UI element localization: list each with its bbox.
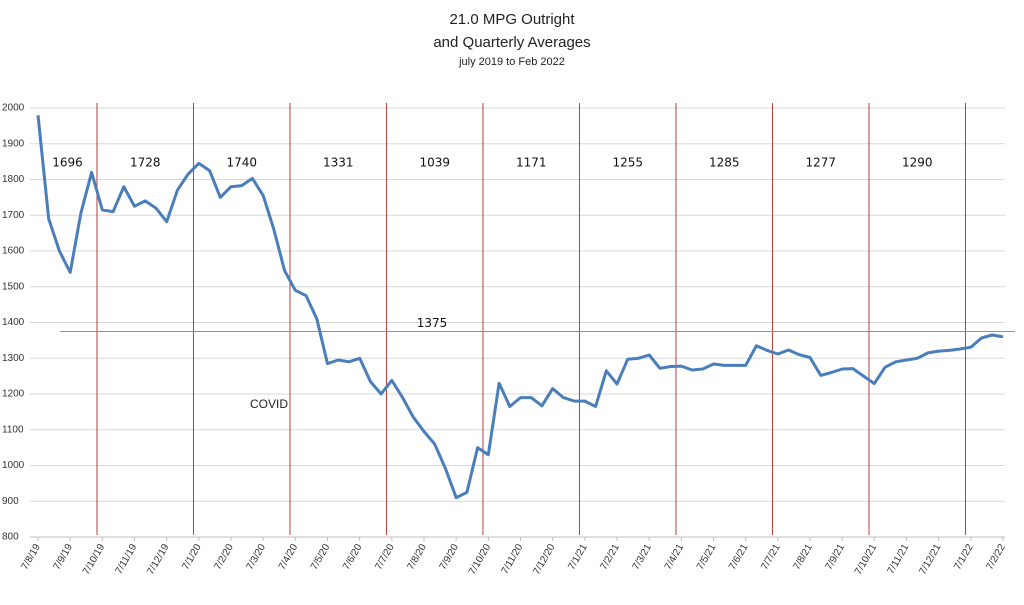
chart-title-line: and Quarterly Averages (433, 34, 590, 51)
average-label: 1375 (417, 316, 448, 330)
y-tick-label: 1400 (2, 317, 25, 328)
quarter-average: 1277 (805, 156, 836, 170)
x-tick-label: 7/9/20 (438, 542, 462, 572)
y-tick-label: 2000 (2, 103, 25, 114)
x-tick-label: 7/10/21 (853, 542, 879, 577)
x-tick-label: 7/9/19 (52, 542, 76, 572)
quarter-average: 1740 (226, 156, 257, 170)
y-tick-label: 1600 (2, 246, 25, 257)
x-tick-label: 7/3/21 (631, 542, 655, 572)
x-tick-label: 7/1/20 (180, 542, 204, 572)
y-tick-label: 1900 (2, 138, 25, 149)
quarter-average: 1696 (52, 156, 83, 170)
x-tick-label: 7/10/19 (81, 542, 107, 577)
chart-subtitle: july 2019 to Feb 2022 (458, 56, 565, 68)
x-tick-label: 7/6/21 (727, 542, 751, 572)
y-tick-label: 1700 (2, 210, 25, 221)
y-tick-label: 1500 (2, 281, 25, 292)
x-tick-label: 7/5/20 (309, 542, 333, 572)
x-tick-label: 7/2/22 (984, 542, 1008, 572)
y-tick-label: 800 (2, 532, 19, 543)
x-tick-label: 7/10/20 (467, 542, 493, 577)
y-tick-label: 1300 (2, 353, 25, 364)
quarter-average: 1290 (902, 156, 933, 170)
x-tick-label: 7/7/20 (373, 542, 397, 572)
quarter-average: 1171 (516, 156, 547, 170)
x-tick-label: 7/1/21 (566, 542, 590, 572)
x-tick-label: 7/1/22 (952, 542, 976, 572)
x-tick-label: 7/2/20 (212, 542, 236, 572)
quarter-average: 1255 (612, 156, 643, 170)
y-tick-label: 1200 (2, 389, 25, 400)
data-line (36, 115, 1004, 500)
x-tick-label: 7/8/21 (791, 542, 815, 572)
chart-title: 21.0 MPG Outright (449, 11, 575, 28)
quarter-average: 1039 (419, 156, 450, 170)
y-tick-label: 1100 (2, 424, 24, 435)
x-tick-label: 7/12/21 (917, 542, 943, 577)
x-tick-label: 7/4/20 (277, 542, 301, 572)
x-tick-label: 7/8/19 (19, 542, 43, 572)
x-tick-label: 7/11/21 (886, 542, 912, 576)
x-tick-label: 7/12/20 (531, 542, 557, 577)
x-tick-label: 7/8/20 (405, 542, 429, 572)
annotation: COVID (250, 397, 288, 411)
quarter-average: 1331 (323, 156, 354, 170)
x-tick-label: 7/3/20 (245, 542, 269, 572)
x-tick-label: 7/11/20 (500, 542, 526, 576)
x-tick-label: 7/11/19 (114, 542, 140, 576)
quarter-average: 1285 (709, 156, 740, 170)
y-tick-label: 1800 (2, 174, 25, 185)
x-tick-label: 7/9/21 (824, 542, 848, 572)
x-tick-label: 7/5/21 (695, 542, 719, 572)
x-tick-label: 7/6/20 (341, 542, 365, 572)
x-tick-label: 7/4/21 (663, 542, 687, 572)
y-tick-label: 1000 (2, 460, 25, 471)
x-tick-label: 7/7/21 (759, 542, 783, 572)
y-tick-label: 900 (2, 496, 19, 507)
x-tick-label: 7/12/19 (145, 542, 171, 577)
x-tick-label: 7/2/21 (598, 542, 622, 572)
quarter-average: 1728 (130, 156, 161, 170)
